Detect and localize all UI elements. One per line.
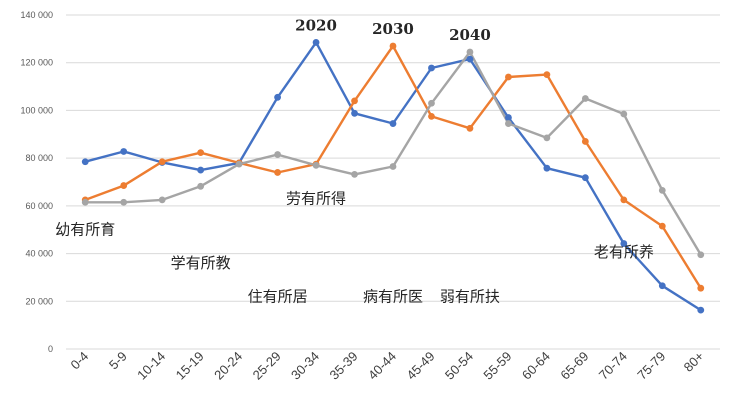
x-tick-label: 60-64 — [519, 349, 553, 383]
data-point-2020 — [620, 240, 628, 247]
data-point-2040 — [158, 196, 166, 204]
data-point-2040 — [120, 198, 128, 206]
data-point-2020 — [274, 93, 281, 101]
data-point-2020 — [543, 164, 551, 172]
series-year-label: 2020 — [295, 16, 337, 34]
x-tick-label: 75-79 — [634, 349, 668, 383]
data-point-2030 — [274, 169, 281, 176]
data-point-2020 — [197, 166, 205, 174]
data-point-2030 — [351, 97, 358, 105]
data-point-2030 — [389, 42, 397, 50]
x-tick-label: 50-54 — [442, 349, 476, 383]
data-point-2040 — [543, 134, 551, 142]
data-point-2020 — [697, 306, 705, 314]
data-point-2030 — [158, 158, 166, 166]
policy-annotation: 劳有所得 — [286, 189, 346, 207]
x-tick-label: 0-4 — [67, 349, 91, 373]
x-tick-label: 10-14 — [134, 349, 168, 383]
data-point-2040 — [505, 120, 512, 127]
x-tick-label: 80+ — [681, 349, 707, 375]
policy-annotation: 学有所教 — [171, 254, 231, 272]
policy-annotation: 住有所居 — [248, 287, 308, 305]
data-point-2030 — [658, 222, 666, 230]
policy-annotation: 幼有所育 — [55, 220, 115, 238]
x-tick-label: 5-9 — [106, 349, 130, 373]
data-point-2040 — [466, 48, 474, 56]
x-tick-label: 40-44 — [365, 349, 399, 383]
data-point-2040 — [581, 95, 589, 102]
x-tick-label: 15-19 — [173, 349, 207, 383]
data-point-2020 — [120, 148, 128, 155]
y-tick-label: 140 000 — [20, 10, 53, 20]
series-year-label: 2040 — [449, 26, 491, 44]
x-tick-label: 65-69 — [557, 349, 591, 383]
x-tick-label: 45-49 — [403, 349, 437, 383]
x-tick-label: 20-24 — [211, 349, 245, 383]
x-tick-label: 25-29 — [250, 349, 284, 383]
x-tick-label: 35-39 — [327, 349, 361, 383]
y-tick-label: 40 000 — [25, 249, 53, 259]
data-point-2020 — [658, 282, 666, 290]
y-tick-label: 20 000 — [25, 296, 53, 306]
y-tick-label: 60 000 — [25, 201, 53, 211]
data-point-2020 — [428, 64, 435, 72]
data-point-2040 — [235, 160, 243, 168]
x-tick-label: 55-59 — [480, 349, 514, 383]
data-point-2030 — [466, 124, 474, 132]
data-point-2030 — [543, 71, 551, 79]
y-tick-label: 0 — [48, 344, 53, 354]
data-point-2020 — [466, 55, 474, 63]
data-point-2040 — [697, 251, 705, 259]
x-axis-tick-labels: 0-4 5-9 10-14 15-19 20-24 25-29 30-34 35-39 40-4… — [67, 349, 706, 383]
data-point-2030 — [505, 73, 512, 81]
series-points — [81, 39, 705, 314]
series-line-2040 — [83, 50, 702, 257]
data-point-2020 — [351, 109, 358, 117]
policy-annotation: 弱有所扶 — [440, 287, 500, 305]
data-point-2030 — [581, 138, 589, 145]
data-point-2020 — [312, 39, 320, 46]
data-point-2040 — [81, 198, 89, 206]
data-point-2030 — [120, 182, 128, 189]
data-point-2030 — [428, 112, 435, 120]
policy-annotation: 老有所养 — [594, 243, 654, 261]
data-point-2040 — [351, 170, 358, 178]
data-point-2040 — [197, 182, 205, 190]
data-point-2030 — [697, 284, 705, 292]
y-tick-label: 100 000 — [20, 105, 53, 115]
x-tick-label: 70-74 — [596, 349, 630, 383]
series-year-label: 2030 — [372, 20, 414, 38]
data-point-2020 — [389, 120, 397, 127]
data-point-2020 — [505, 114, 512, 121]
data-point-2020 — [581, 174, 589, 182]
x-tick-label: 30-34 — [288, 349, 322, 383]
data-point-2020 — [81, 158, 89, 166]
data-point-2040 — [658, 186, 666, 194]
data-point-2030 — [197, 149, 205, 157]
policy-annotation: 病有所医 — [363, 287, 423, 305]
y-axis-tick-labels: 0 20 000 40 000 60 000 80 000 100 000 120 000 1… — [20, 10, 53, 354]
y-tick-label: 120 000 — [20, 58, 53, 68]
data-point-2030 — [620, 196, 628, 204]
data-point-2040 — [428, 99, 435, 107]
data-point-2040 — [274, 151, 281, 158]
data-point-2040 — [312, 161, 320, 169]
data-point-2040 — [389, 163, 397, 170]
data-point-2040 — [620, 110, 628, 118]
y-tick-label: 80 000 — [25, 153, 53, 163]
series-year-labels: 2020 2030 2040 — [295, 16, 491, 44]
